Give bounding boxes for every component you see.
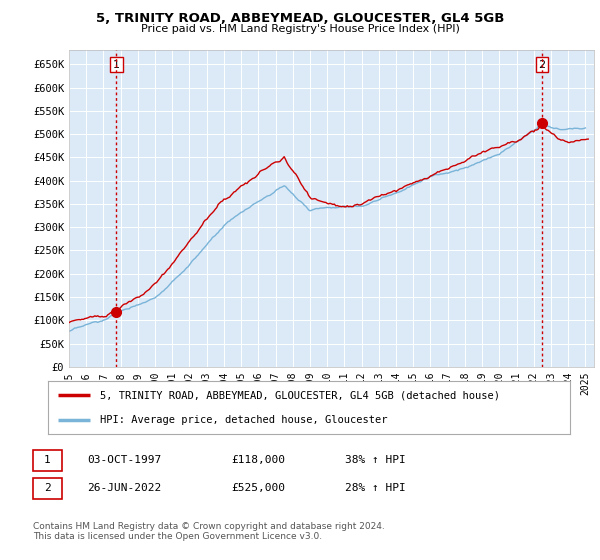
Text: 38% ↑ HPI: 38% ↑ HPI (345, 455, 406, 465)
Text: £525,000: £525,000 (231, 483, 285, 493)
Text: 26-JUN-2022: 26-JUN-2022 (87, 483, 161, 493)
Text: 03-OCT-1997: 03-OCT-1997 (87, 455, 161, 465)
Text: Contains HM Land Registry data © Crown copyright and database right 2024.
This d: Contains HM Land Registry data © Crown c… (33, 522, 385, 542)
Text: HPI: Average price, detached house, Gloucester: HPI: Average price, detached house, Glou… (100, 414, 388, 424)
Text: 5, TRINITY ROAD, ABBEYMEAD, GLOUCESTER, GL4 5GB: 5, TRINITY ROAD, ABBEYMEAD, GLOUCESTER, … (96, 12, 504, 25)
Text: £118,000: £118,000 (231, 455, 285, 465)
Text: 2: 2 (538, 59, 545, 69)
Text: 28% ↑ HPI: 28% ↑ HPI (345, 483, 406, 493)
Text: 2: 2 (44, 483, 51, 493)
Text: Price paid vs. HM Land Registry's House Price Index (HPI): Price paid vs. HM Land Registry's House … (140, 24, 460, 34)
Text: 1: 1 (113, 59, 120, 69)
Text: 5, TRINITY ROAD, ABBEYMEAD, GLOUCESTER, GL4 5GB (detached house): 5, TRINITY ROAD, ABBEYMEAD, GLOUCESTER, … (100, 390, 500, 400)
Text: 1: 1 (44, 455, 51, 465)
